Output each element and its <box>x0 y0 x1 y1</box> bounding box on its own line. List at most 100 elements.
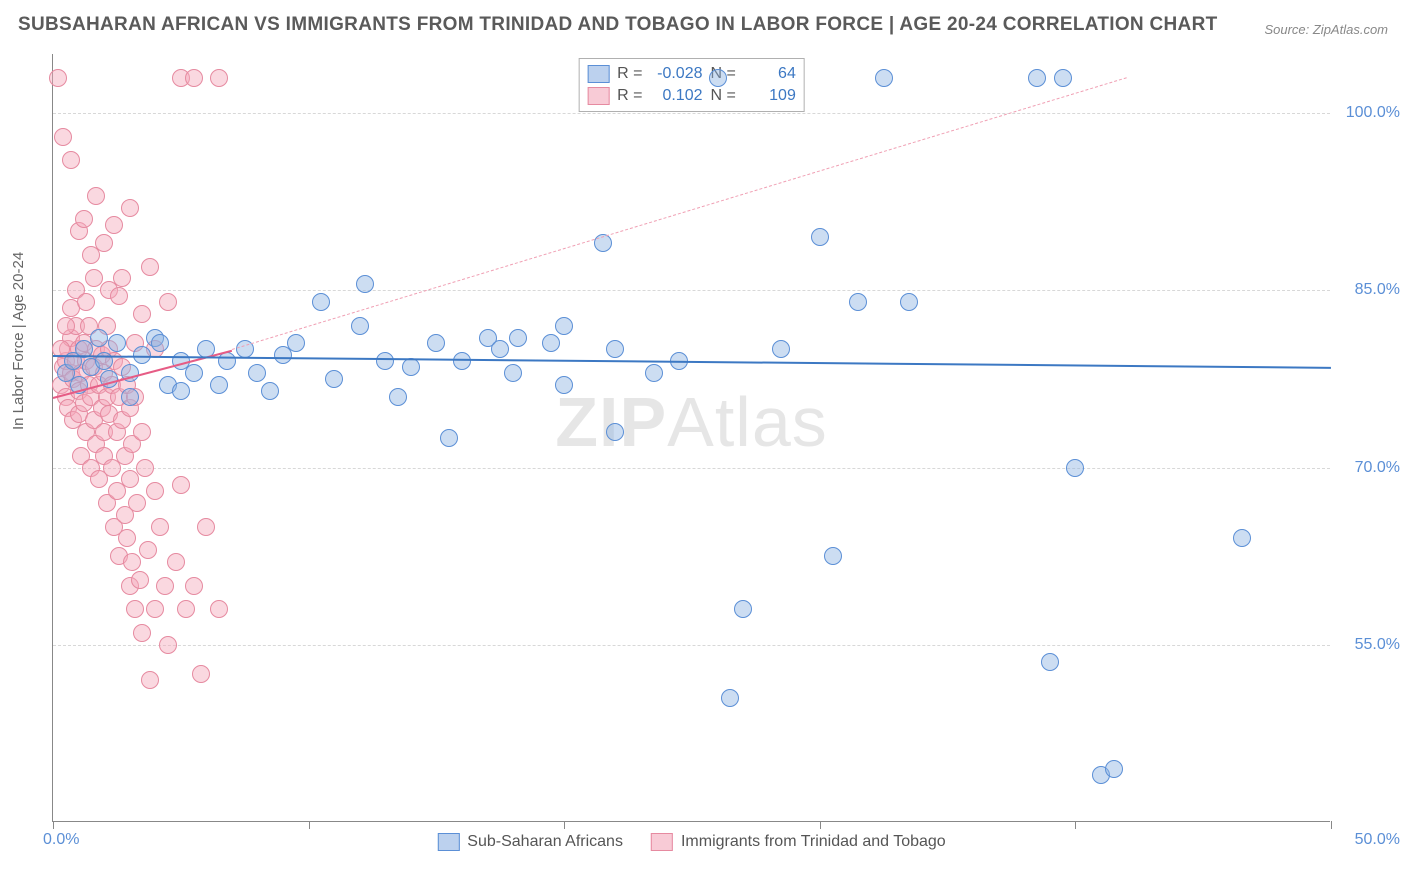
data-point-series-b <box>121 470 139 488</box>
data-point-series-a <box>1041 653 1059 671</box>
r-label-a: R = <box>617 65 642 83</box>
watermark-thin: Atlas <box>667 383 828 461</box>
data-point-series-a <box>824 547 842 565</box>
data-point-series-a <box>509 329 527 347</box>
chart-title: SUBSAHARAN AFRICAN VS IMMIGRANTS FROM TR… <box>18 14 1218 36</box>
data-point-series-a <box>721 689 739 707</box>
gridline <box>53 468 1330 469</box>
data-point-series-a <box>645 364 663 382</box>
data-point-series-a <box>900 293 918 311</box>
legend-swatch-b-icon <box>651 833 673 851</box>
stats-row-b: R = 0.102 N = 109 <box>587 85 796 107</box>
data-point-series-a <box>427 334 445 352</box>
data-point-series-b <box>128 494 146 512</box>
data-point-series-a <box>1066 459 1084 477</box>
x-tick <box>309 821 310 829</box>
data-point-series-a <box>90 329 108 347</box>
data-point-series-a <box>287 334 305 352</box>
data-point-series-a <box>542 334 560 352</box>
data-point-series-b <box>133 423 151 441</box>
data-point-series-a <box>1105 760 1123 778</box>
data-point-series-b <box>95 234 113 252</box>
legend-swatch-a-icon <box>437 833 459 851</box>
n-value-b: 109 <box>744 87 796 105</box>
data-point-series-b <box>177 600 195 618</box>
data-point-series-a <box>811 228 829 246</box>
data-point-series-a <box>210 376 228 394</box>
data-point-series-b <box>62 151 80 169</box>
data-point-series-b <box>133 624 151 642</box>
r-label-b: R = <box>617 87 642 105</box>
data-point-series-a <box>185 364 203 382</box>
n-label-b: N = <box>711 87 736 105</box>
data-point-series-a <box>849 293 867 311</box>
data-point-series-b <box>185 577 203 595</box>
y-tick-label: 70.0% <box>1355 459 1400 477</box>
data-point-series-b <box>57 317 75 335</box>
data-point-series-b <box>146 600 164 618</box>
data-point-series-b <box>210 69 228 87</box>
data-point-series-b <box>159 293 177 311</box>
data-point-series-b <box>110 287 128 305</box>
data-point-series-a <box>325 370 343 388</box>
data-point-series-b <box>85 269 103 287</box>
data-point-series-b <box>139 541 157 559</box>
swatch-series-b-icon <box>587 87 609 105</box>
watermark-bold: ZIP <box>555 383 667 461</box>
data-point-series-b <box>141 671 159 689</box>
data-point-series-a <box>172 382 190 400</box>
data-point-series-a <box>772 340 790 358</box>
stats-row-a: R = -0.028 N = 64 <box>587 63 796 85</box>
data-point-series-a <box>734 600 752 618</box>
data-point-series-b <box>210 600 228 618</box>
data-point-series-a <box>376 352 394 370</box>
data-point-series-b <box>167 553 185 571</box>
trendline-series-a <box>53 355 1331 369</box>
gridline <box>53 113 1330 114</box>
legend-label-b: Immigrants from Trinidad and Tobago <box>681 833 946 851</box>
data-point-series-b <box>136 459 154 477</box>
stats-legend-box: R = -0.028 N = 64 R = 0.102 N = 109 <box>578 58 805 112</box>
data-point-series-a <box>356 275 374 293</box>
data-point-series-a <box>351 317 369 335</box>
n-value-a: 64 <box>744 65 796 83</box>
data-point-series-b <box>197 518 215 536</box>
data-point-series-a <box>108 334 126 352</box>
r-value-b: 0.102 <box>651 87 703 105</box>
data-point-series-b <box>159 636 177 654</box>
y-axis-label: In Labor Force | Age 20-24 <box>10 252 27 430</box>
data-point-series-b <box>75 210 93 228</box>
data-point-series-b <box>131 571 149 589</box>
data-point-series-b <box>54 128 72 146</box>
gridline <box>53 645 1330 646</box>
x-tick <box>53 821 54 829</box>
data-point-series-b <box>185 69 203 87</box>
bottom-legend: Sub-Saharan Africans Immigrants from Tri… <box>437 833 945 851</box>
data-point-series-b <box>172 476 190 494</box>
x-tick <box>564 821 565 829</box>
data-point-series-a <box>151 334 169 352</box>
data-point-series-b <box>118 529 136 547</box>
gridline <box>53 290 1330 291</box>
data-point-series-b <box>113 269 131 287</box>
data-point-series-b <box>121 199 139 217</box>
legend-label-a: Sub-Saharan Africans <box>467 833 623 851</box>
chart-area: ZIPAtlas R = -0.028 N = 64 R = 0.102 N =… <box>52 54 1330 822</box>
x-axis-max-label: 50.0% <box>1355 831 1400 849</box>
data-point-series-a <box>504 364 522 382</box>
data-point-series-a <box>402 358 420 376</box>
data-point-series-b <box>151 518 169 536</box>
trendline-series-b-extrapolated <box>232 78 1127 351</box>
data-point-series-a <box>1028 69 1046 87</box>
data-point-series-a <box>218 352 236 370</box>
data-point-series-a <box>555 376 573 394</box>
data-point-series-a <box>261 382 279 400</box>
data-point-series-a <box>312 293 330 311</box>
legend-item-a: Sub-Saharan Africans <box>437 833 623 851</box>
data-point-series-b <box>49 69 67 87</box>
r-value-a: -0.028 <box>651 65 703 83</box>
swatch-series-a-icon <box>587 65 609 83</box>
data-point-series-a <box>875 69 893 87</box>
data-point-series-b <box>146 482 164 500</box>
data-point-series-a <box>453 352 471 370</box>
